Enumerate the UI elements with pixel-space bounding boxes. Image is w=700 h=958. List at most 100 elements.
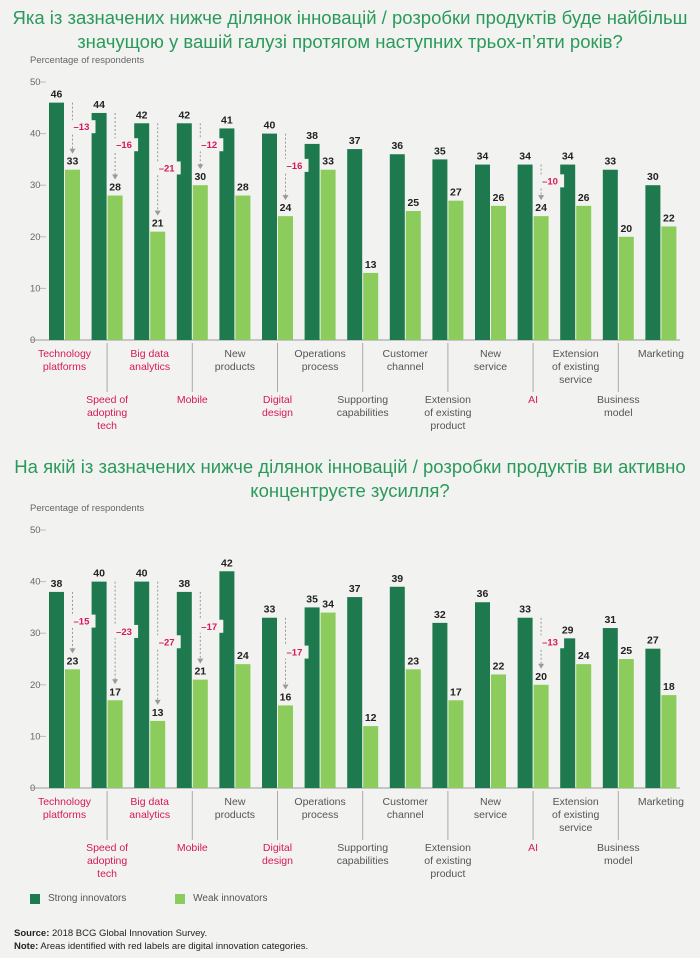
category-label: Mobile: [177, 394, 208, 406]
gap-arrow-head: [282, 684, 289, 690]
category-label: service: [559, 374, 592, 386]
bar-strong: [602, 628, 618, 788]
bar-weak: [107, 195, 123, 340]
note-label: Note:: [14, 941, 39, 952]
gap-label: –27: [159, 637, 175, 648]
category-label: New: [224, 348, 245, 360]
gap-label-bg: [154, 635, 181, 649]
bar-weak: [448, 200, 464, 340]
category-label: Extension: [425, 394, 471, 406]
value-label-weak: 17: [109, 686, 121, 698]
category-label: Marketing: [638, 348, 684, 360]
source-text: 2018 BCG Global Innovation Survey.: [49, 928, 208, 939]
category-label: of existing: [552, 809, 599, 821]
category-label: design: [262, 855, 293, 867]
bar-strong: [475, 602, 490, 788]
value-label-strong: 32: [434, 609, 446, 621]
legend-item-weak: Weak innovators: [175, 893, 267, 904]
gap-arrow-head: [538, 195, 545, 201]
gap-label-bg: [112, 624, 139, 638]
bar-strong: [560, 164, 576, 340]
bar-weak: [405, 211, 421, 340]
y-axis-label: Percentage of respondents: [30, 55, 144, 66]
category-label: Digital: [263, 394, 292, 406]
value-label-strong: 34: [477, 151, 489, 163]
legend-swatch-strong: [30, 893, 40, 904]
gap-label: –16: [287, 161, 303, 172]
value-label-weak: 27: [450, 187, 462, 199]
value-label-strong: 31: [604, 614, 616, 626]
value-label-weak: 22: [493, 660, 505, 672]
gap-label: –21: [159, 163, 176, 174]
bar-strong: [91, 581, 107, 788]
value-label-weak: 21: [194, 666, 206, 678]
value-label-strong: 30: [647, 171, 659, 183]
gap-arrow-head: [538, 663, 545, 669]
bar-weak: [192, 185, 208, 340]
bar-strong: [517, 164, 533, 340]
bar-strong: [262, 133, 277, 340]
bar-weak: [618, 236, 634, 340]
category-label: product: [430, 420, 465, 432]
bar-weak: [661, 226, 677, 340]
value-label-strong: 33: [519, 604, 531, 616]
gap-label: –17: [287, 648, 303, 659]
category-label: Big data: [130, 348, 169, 360]
legend: Strong innovators Weak innovators: [30, 893, 313, 907]
gap-arrow-head: [197, 658, 204, 664]
value-label-strong: 36: [391, 140, 403, 152]
y-tick-label: 10: [30, 283, 41, 294]
value-label-strong: 36: [477, 588, 489, 600]
category-label: adopting: [87, 407, 127, 419]
bar-weak: [65, 669, 80, 788]
bar-strong: [517, 617, 533, 788]
value-label-weak: 13: [152, 707, 164, 719]
value-label-strong: 29: [562, 624, 574, 636]
gap-arrow-head: [197, 164, 204, 170]
category-label: process: [302, 809, 339, 821]
category-label: Technology: [38, 348, 92, 360]
bar-weak: [235, 195, 251, 340]
category-label: Marketing: [638, 796, 684, 808]
category-label: Operations: [294, 348, 345, 360]
category-label: of existing: [552, 361, 599, 373]
value-label-weak: 28: [109, 182, 121, 194]
category-label: Extension: [553, 348, 599, 360]
value-label-strong: 35: [434, 145, 446, 157]
source-label: Source:: [14, 928, 50, 939]
y-tick-label: 20: [30, 232, 41, 243]
legend-label-weak: Weak innovators: [193, 893, 268, 904]
category-label: Digital: [263, 842, 292, 854]
gap-label-bg: [538, 174, 565, 188]
gap-arrow-head: [69, 648, 76, 654]
value-label-weak: 24: [578, 650, 590, 662]
value-label-weak: 24: [237, 650, 249, 662]
value-label-weak: 33: [67, 156, 79, 168]
chart-2: Percentage of respondents010203040503823…: [30, 503, 684, 880]
y-axis-label: Percentage of respondents: [30, 503, 144, 514]
value-label-strong: 40: [93, 568, 105, 580]
chart-2-title: На якій із зазначених нижче ділянок інно…: [14, 456, 686, 501]
category-label: platforms: [43, 809, 86, 821]
y-tick-label: 30: [30, 180, 41, 191]
gap-label-bg: [282, 158, 309, 172]
category-label: channel: [387, 809, 424, 821]
value-label-weak: 25: [620, 645, 632, 657]
value-label-strong: 42: [136, 109, 148, 121]
category-label: adopting: [87, 855, 127, 867]
bar-strong: [304, 143, 320, 340]
bar-strong: [91, 112, 107, 341]
gap-arrow-head: [112, 174, 119, 180]
category-label: of existing: [424, 855, 471, 867]
value-label-weak: 20: [535, 671, 547, 683]
bar-strong: [475, 164, 490, 340]
value-label-strong: 44: [93, 99, 105, 111]
bar-strong: [347, 597, 363, 788]
gap-label: –13: [74, 122, 90, 133]
bar-weak: [533, 684, 549, 788]
value-label-weak: 34: [322, 599, 334, 611]
bar-strong: [645, 185, 661, 340]
bar-strong: [176, 123, 192, 340]
category-label: product: [430, 868, 465, 880]
note-text: Areas identified with red labels are dig…: [38, 941, 309, 952]
